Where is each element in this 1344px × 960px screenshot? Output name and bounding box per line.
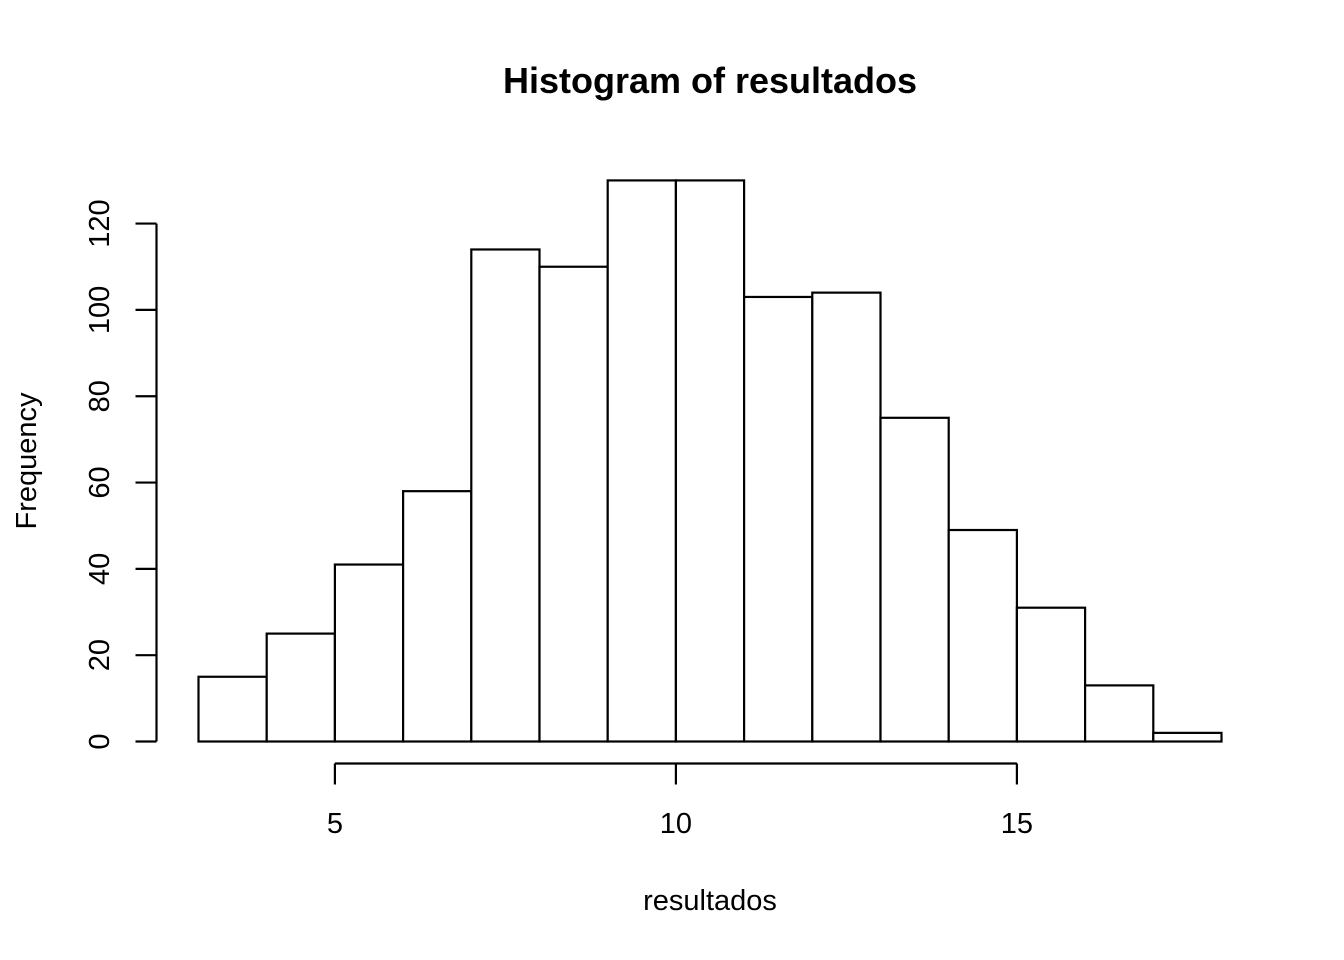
x-tick-label: 10: [660, 808, 692, 840]
y-tick-label: 80: [84, 380, 116, 412]
histogram-bar: [947, 528, 1019, 743]
x-axis-label: resultados: [643, 885, 777, 917]
histogram-bar: [402, 490, 473, 743]
histogram-bar: [742, 295, 814, 743]
y-tick-label: 20: [84, 639, 116, 671]
histogram-bar: [1015, 606, 1087, 743]
y-tick-label: 100: [84, 286, 116, 334]
histogram-bar: [333, 563, 405, 743]
x-tick-label: 5: [327, 808, 343, 840]
x-tick-label: 15: [1001, 808, 1033, 840]
histogram-bar: [538, 265, 609, 743]
chart-title: Histogram of resultados: [503, 60, 917, 101]
histogram-bar: [879, 416, 950, 743]
y-axis-label: Frequency: [11, 392, 43, 530]
histogram-bar: [674, 179, 746, 743]
y-tick-label: 40: [84, 553, 116, 585]
y-tick-label: 0: [84, 733, 116, 749]
x-axis: 5 10 15: [327, 762, 1033, 840]
histogram-bar: [470, 248, 541, 743]
y-tick-label: 60: [84, 466, 116, 498]
histogram-bar: [265, 632, 337, 743]
histogram-bar: [606, 179, 678, 743]
histogram-bar: [811, 291, 882, 743]
histogram-bar: [197, 675, 268, 743]
y-tick-label: 120: [84, 199, 116, 247]
y-axis: 0 20 40 60 80 100 120: [84, 199, 158, 750]
histogram-bars: [197, 179, 1223, 743]
histogram-bar: [1083, 684, 1155, 743]
histogram-bar: [1152, 731, 1223, 743]
